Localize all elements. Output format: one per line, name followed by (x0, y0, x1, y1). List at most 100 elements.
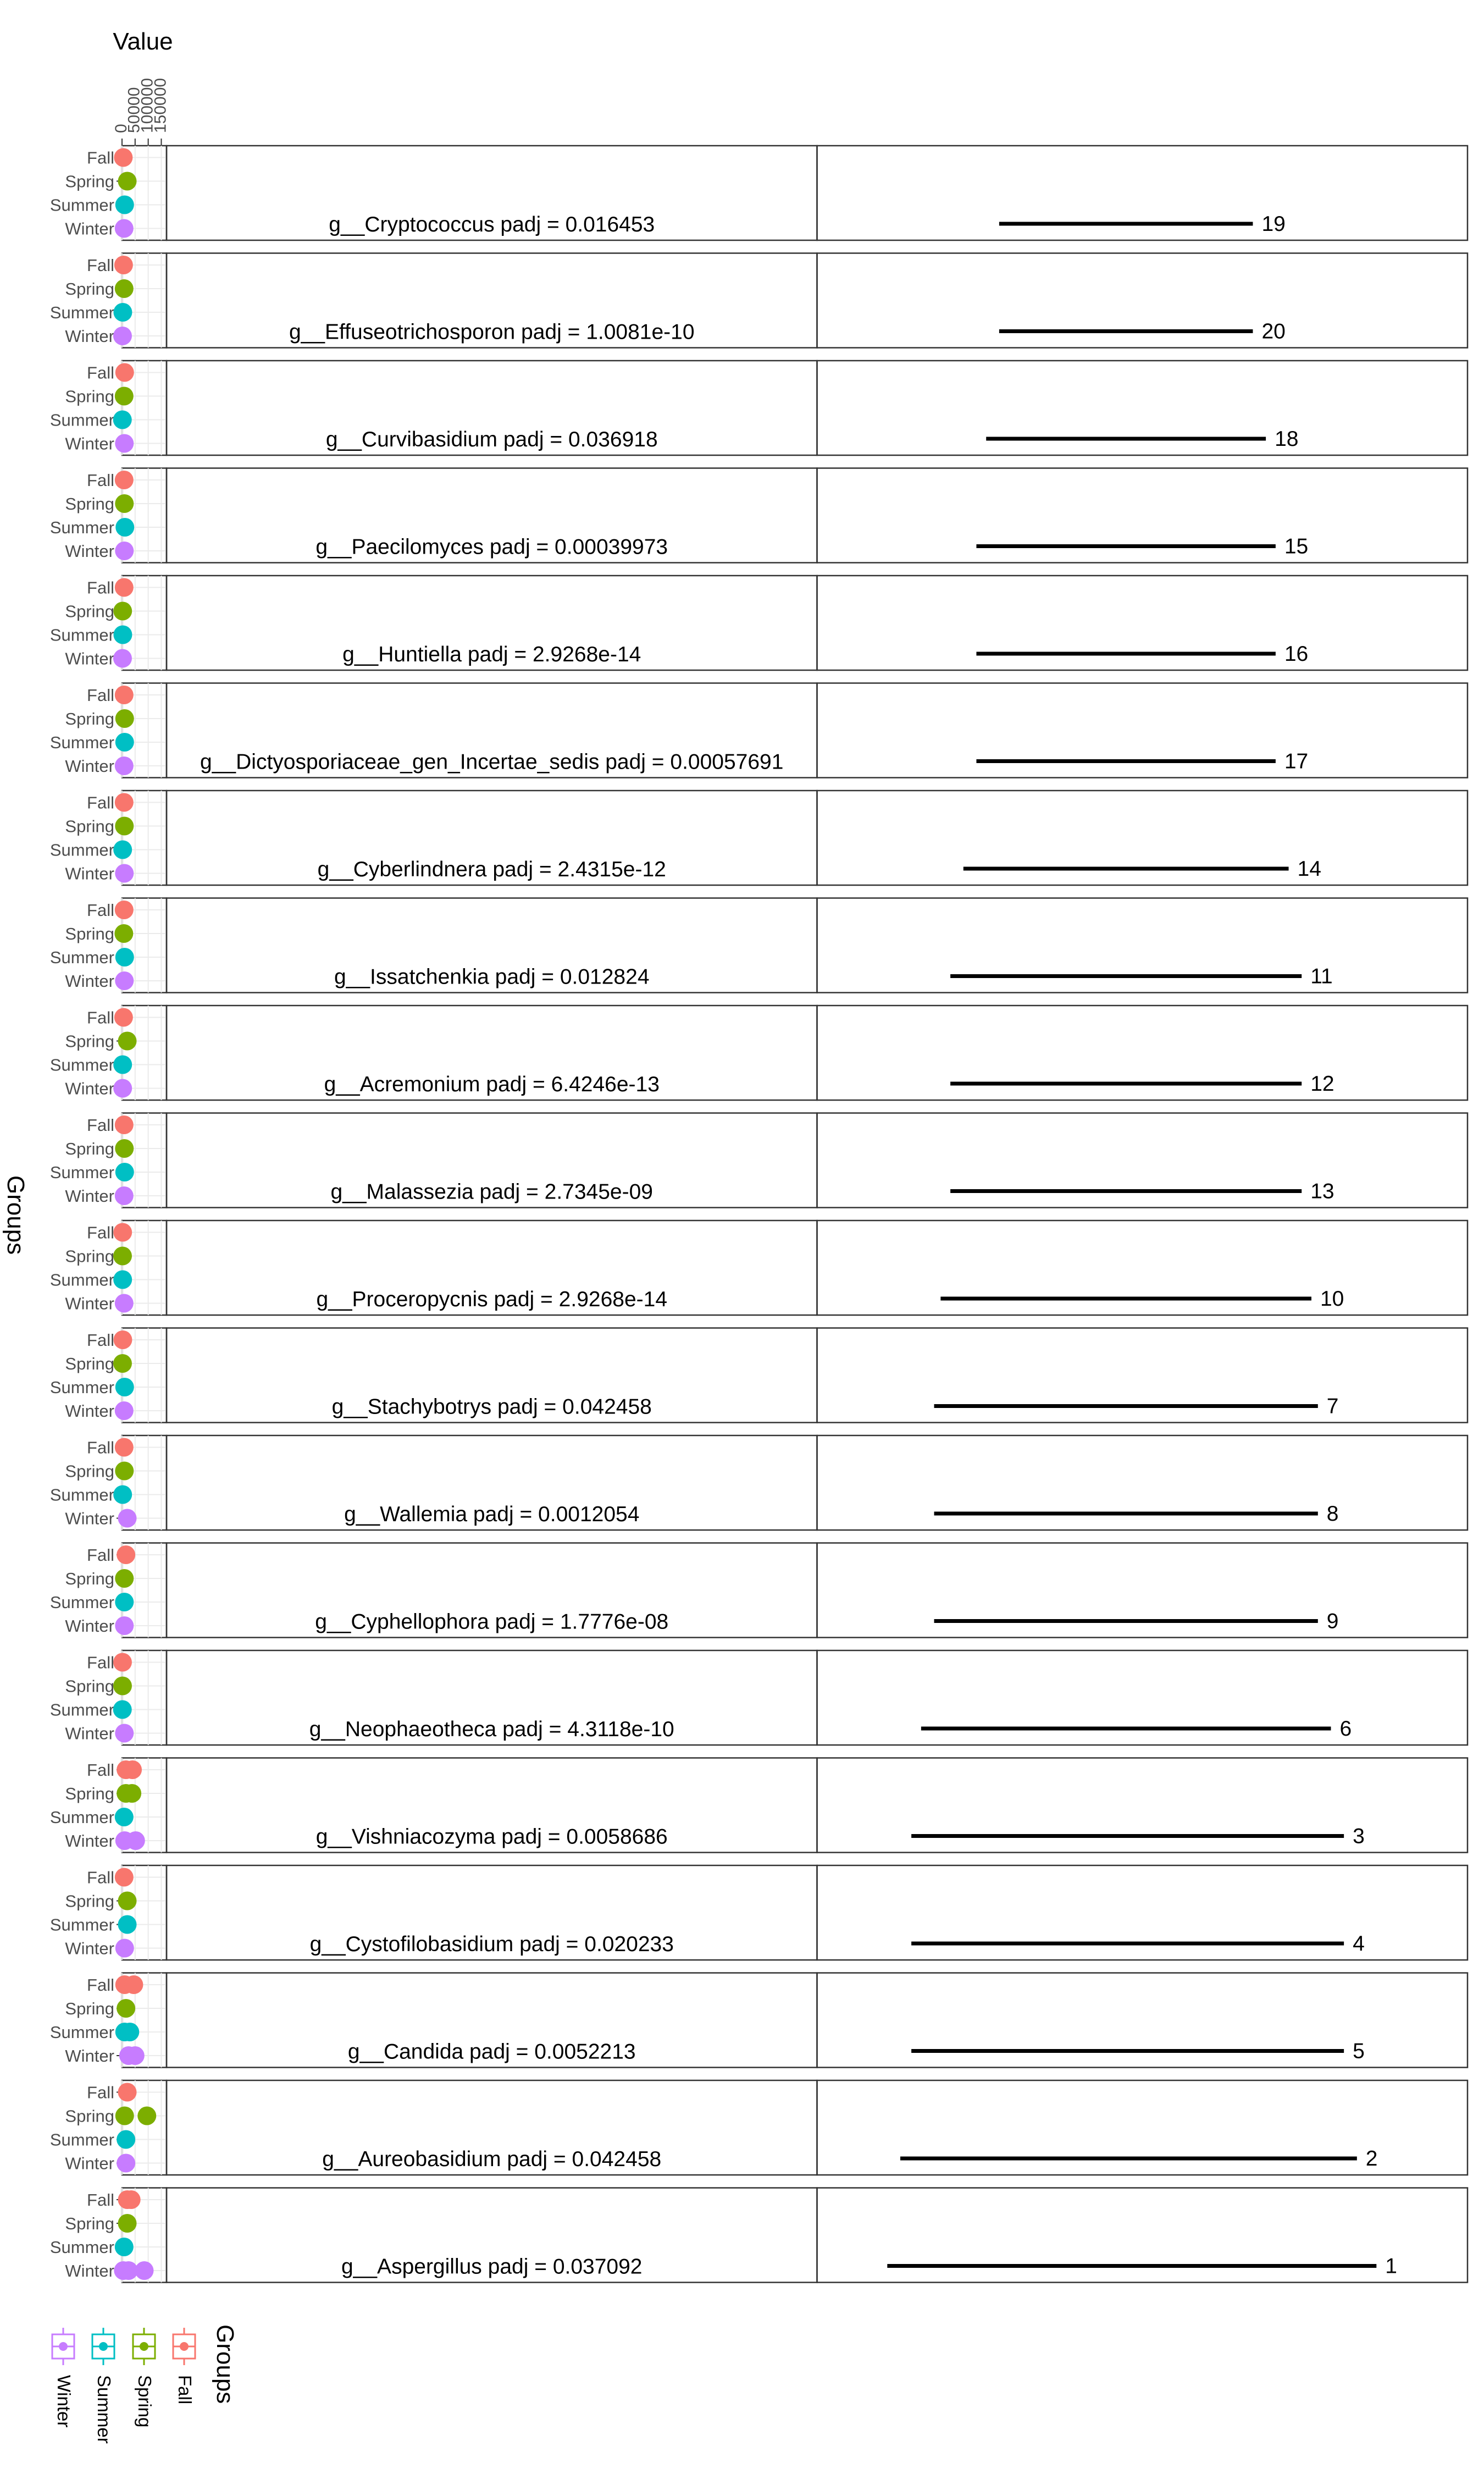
rank-label: 6 (1339, 1717, 1352, 1741)
rank-label: 14 (1298, 857, 1321, 881)
group-axis-title: Groups (2, 1175, 29, 1255)
group-tick-label: Fall (87, 1653, 114, 1672)
genus-label: g__Neophaeotheca padj = 4.3118e-10 (309, 1718, 674, 1741)
group-tick-label: Summer (50, 1271, 114, 1290)
rank-label: 7 (1327, 1395, 1339, 1418)
legend-entry-label: Fall (175, 2375, 195, 2404)
genus-label: g__Issatchenkia padj = 0.012824 (334, 965, 650, 989)
genus-label: g__Huntiella padj = 2.9268e-14 (342, 643, 641, 666)
group-tick-label: Spring (65, 1462, 114, 1481)
data-point-spring (115, 1139, 134, 1158)
facet-row: Fall Spring Summer Winter g__Cryptococcus pa… (50, 145, 1469, 241)
group-tick-label: Summer (50, 626, 114, 645)
data-point-spring (115, 1461, 134, 1481)
group-tick-label: Spring (65, 1139, 114, 1158)
data-point-fall (117, 1545, 136, 1564)
data-point-fall (115, 363, 134, 382)
group-tick-label: Winter (65, 971, 114, 991)
data-point-spring (114, 924, 134, 943)
data-point-fall (114, 1008, 133, 1027)
group-tick-label: Spring (65, 1569, 114, 1588)
facet-row: Fall Spring Summer Winter g__Cyphellophora p… (50, 1542, 1469, 1638)
group-tick-label: Winter (65, 864, 114, 883)
rank-label: 20 (1261, 320, 1285, 344)
group-tick-label: Fall (87, 1008, 114, 1028)
rank-label: 4 (1353, 1932, 1365, 1956)
genus-label: g__Candida padj = 0.0052213 (348, 2040, 636, 2064)
rank-panel-frame (816, 360, 1469, 456)
group-tick-label: Fall (87, 1115, 114, 1135)
data-point-fall (114, 686, 134, 704)
rank-panel-frame (816, 1004, 1469, 1101)
group-tick-label: Summer (50, 841, 114, 860)
rank-panel-frame (816, 575, 1469, 671)
group-tick-label: Winter (65, 2261, 114, 2280)
data-point-spring (113, 601, 132, 621)
data-point-fall (114, 793, 134, 812)
group-tick-label: Fall (87, 1330, 114, 1350)
rank-label: 16 (1284, 642, 1308, 666)
group-tick-label: Spring (65, 1892, 114, 1911)
group-tick-label: Summer (50, 2130, 114, 2150)
group-tick-label: Summer (50, 1163, 114, 1182)
group-tick-label: Winter (65, 327, 114, 346)
rank-panel-frame (816, 897, 1469, 993)
data-point-summer (113, 1485, 132, 1504)
data-point-spring (114, 386, 134, 406)
group-tick-label: Fall (87, 901, 114, 920)
data-point-summer (113, 410, 132, 429)
group-tick-label: Summer (50, 733, 114, 752)
group-tick-label: Summer (50, 518, 114, 537)
data-point-winter (113, 649, 132, 668)
rank-label: 1 (1385, 2255, 1397, 2278)
group-tick-label: Spring (65, 602, 114, 621)
genus-label: g__Acremonium padj = 6.4246e-13 (324, 1073, 660, 1096)
legend-entry-label: Winter (54, 2375, 74, 2427)
data-point-winter (114, 756, 134, 775)
legend-entry-label: Spring (135, 2375, 155, 2427)
rank-panel-frame (816, 1757, 1469, 1853)
value-axis-tick-label: 50000 (125, 87, 143, 133)
group-tick-label: Spring (65, 1784, 114, 1803)
legend-key-point (59, 2342, 68, 2351)
data-point-fall (114, 256, 133, 274)
rank-panel-frame (816, 1649, 1469, 1746)
group-tick-label: Summer (50, 948, 114, 967)
facet-row: Fall Spring Summer Winter g__Malassezia padj… (50, 1112, 1469, 1208)
facet-row: Fall Spring Summer Winter g__Stachybotrys pa… (50, 1327, 1469, 1423)
data-point-fall (114, 901, 134, 919)
group-tick-label: Winter (65, 2046, 114, 2066)
rank-panel-frame (816, 2187, 1469, 2283)
rank-label: 11 (1310, 965, 1333, 989)
group-tick-label: Winter (65, 1294, 114, 1313)
group-tick-label: Fall (87, 1975, 114, 1995)
data-point-summer (114, 2238, 134, 2256)
facet-row: Fall Spring Summer Winter g__Aspergillus pad… (50, 2187, 1469, 2283)
genus-label: g__Stachybotrys padj = 0.042458 (332, 1395, 652, 1419)
data-point-summer (115, 1163, 134, 1181)
data-point-winter (115, 1724, 134, 1743)
genus-label: g__Vishniacozyma padj = 0.0058686 (316, 1825, 668, 1849)
rank-panel-frame (816, 1327, 1469, 1423)
group-tick-label: Spring (65, 709, 114, 728)
group-tick-label: Fall (87, 2083, 114, 2102)
data-point-summer (115, 1593, 134, 1611)
legend-title: Groups (212, 2324, 239, 2404)
genus-label: g__Effuseotrichosporon padj = 1.0081e-10 (289, 321, 695, 344)
data-point-fall (113, 1223, 132, 1242)
data-point-fall (113, 1653, 132, 1672)
rank-panel-frame (816, 789, 1469, 886)
data-point-spring (113, 1246, 132, 1266)
group-tick-label: Winter (65, 1831, 114, 1851)
data-point-spring (113, 1676, 132, 1696)
data-point-spring (115, 494, 134, 513)
group-tick-label: Winter (65, 649, 114, 669)
data-point-winter (135, 2261, 154, 2280)
group-tick-label: Summer (50, 2238, 114, 2257)
legend-key-point (180, 2342, 189, 2351)
rank-label: 15 (1284, 535, 1308, 559)
genus-label: g__Paecilomyces padj = 0.00039973 (315, 535, 668, 559)
group-tick-label: Winter (65, 1616, 114, 1636)
value-axis-title: Value (113, 28, 173, 55)
data-point-summer (115, 518, 135, 537)
